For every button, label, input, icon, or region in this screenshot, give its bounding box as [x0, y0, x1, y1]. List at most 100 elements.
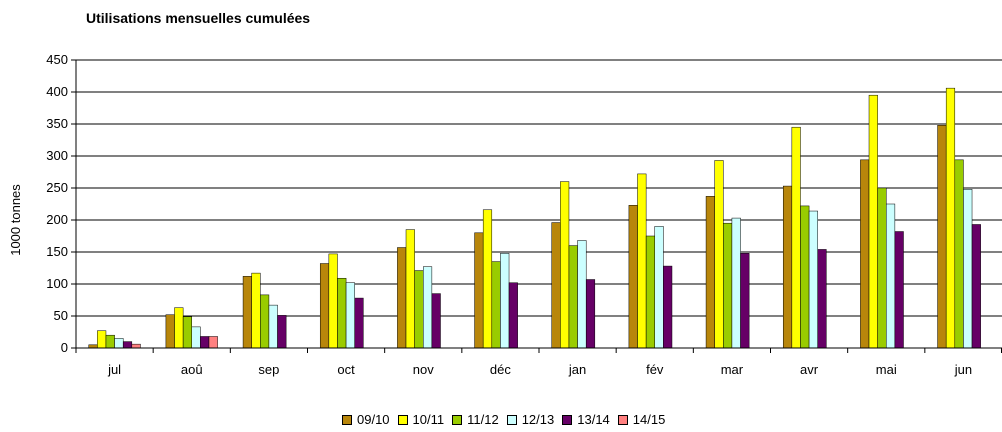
bar: [860, 159, 870, 349]
bar: [868, 94, 878, 349]
bar: [740, 253, 750, 349]
legend-label: 14/15: [632, 412, 666, 427]
bar: [165, 314, 175, 349]
bar: [491, 261, 501, 349]
bar: [800, 205, 810, 349]
bar: [817, 249, 827, 349]
gridlines: [76, 59, 1002, 317]
bar: [114, 338, 124, 349]
bar: [242, 276, 252, 349]
legend-item: 13/14: [562, 412, 610, 427]
bar: [260, 294, 270, 349]
legend-swatch: [342, 414, 352, 425]
x-tick-label: jan: [568, 362, 586, 377]
bar: [122, 341, 133, 349]
bar: [963, 189, 973, 349]
bar: [945, 87, 956, 349]
legend-label: 12/13: [521, 412, 555, 427]
bar: [654, 226, 664, 349]
bar: [208, 336, 218, 349]
bar: [268, 304, 278, 349]
legend-label: 10/11: [412, 412, 445, 427]
bar: [645, 235, 656, 349]
legend-label: 11/12: [467, 412, 499, 427]
bar: [251, 272, 261, 349]
bar: [705, 196, 715, 349]
bar: [474, 232, 484, 349]
y-tick-label: 300: [46, 148, 68, 163]
y-axis-label: 1000 tonnes: [8, 184, 23, 256]
bar: [423, 266, 433, 349]
bar: [585, 279, 596, 349]
bar: [731, 217, 741, 349]
legend-label: 13/14: [577, 412, 610, 427]
x-tick-label: jun: [954, 362, 972, 377]
legend-swatch: [397, 414, 408, 425]
bar: [500, 253, 510, 349]
x-tick-label: aoû: [181, 362, 203, 377]
bar: [405, 229, 415, 349]
bar: [414, 270, 424, 349]
bar: [894, 231, 904, 349]
y-tick-label: 450: [46, 52, 68, 67]
bar: [782, 185, 793, 349]
bar: [808, 210, 818, 349]
y-tick-label: 250: [46, 180, 68, 195]
bar: [937, 125, 947, 349]
x-tick-label: mar: [721, 362, 744, 377]
bar: [174, 307, 184, 349]
bar: [663, 265, 673, 349]
bar: [971, 224, 981, 349]
y-tick-label: 400: [46, 84, 68, 99]
bar: [200, 336, 210, 349]
bar: [628, 205, 638, 349]
y-tick-label: 50: [54, 308, 68, 323]
bar: [319, 263, 330, 349]
x-tick-label: sep: [258, 362, 279, 377]
bar: [328, 253, 338, 349]
bar: [568, 245, 578, 349]
x-tick-label: jul: [107, 362, 121, 377]
x-tick-label: mai: [876, 362, 897, 377]
bar: [131, 343, 141, 349]
bar: [182, 316, 193, 349]
bar: [954, 159, 964, 349]
bar: [431, 293, 441, 349]
bar: [337, 277, 347, 349]
legend-swatch: [617, 414, 628, 425]
legend-item: 11/12: [452, 412, 499, 427]
legend-label: 09/10: [357, 412, 390, 427]
legend-item: 12/13: [506, 412, 555, 427]
y-tick-label: 350: [46, 116, 68, 131]
chart-title: Utilisations mensuelles cumulées: [86, 10, 311, 26]
y-tick-label: 200: [46, 212, 68, 227]
legend: 09/10 10/11 11/12 12/13 13/14 14/15: [342, 412, 665, 427]
bar: [791, 126, 801, 349]
legend-swatch: [452, 414, 463, 425]
bar: [560, 181, 570, 349]
bar: [345, 282, 355, 349]
bar: [508, 282, 518, 349]
bar: [482, 209, 493, 349]
bar: [105, 334, 115, 349]
bar: [714, 160, 724, 349]
x-tick-label: nov: [413, 362, 434, 377]
x-tick-label: fév: [646, 362, 664, 377]
axes: [71, 59, 1002, 353]
legend-item: 09/10: [342, 412, 390, 427]
y-tick-label: 150: [46, 244, 68, 259]
x-tick-label: avr: [800, 362, 819, 377]
legend-swatch: [562, 414, 573, 425]
bar: [277, 315, 287, 349]
bar: [551, 222, 561, 349]
bar: [886, 203, 896, 349]
legend-item: 14/15: [617, 412, 666, 427]
bar: [577, 240, 587, 349]
bar: [637, 173, 647, 349]
bar: [397, 247, 407, 349]
tick-labels: 0 50 100 150 200 250 300 350 400 450 jul aoû sep oct n…: [46, 52, 972, 377]
x-tick-label: oct: [337, 362, 355, 377]
y-tick-label: 100: [46, 276, 68, 291]
bar: [723, 222, 733, 349]
